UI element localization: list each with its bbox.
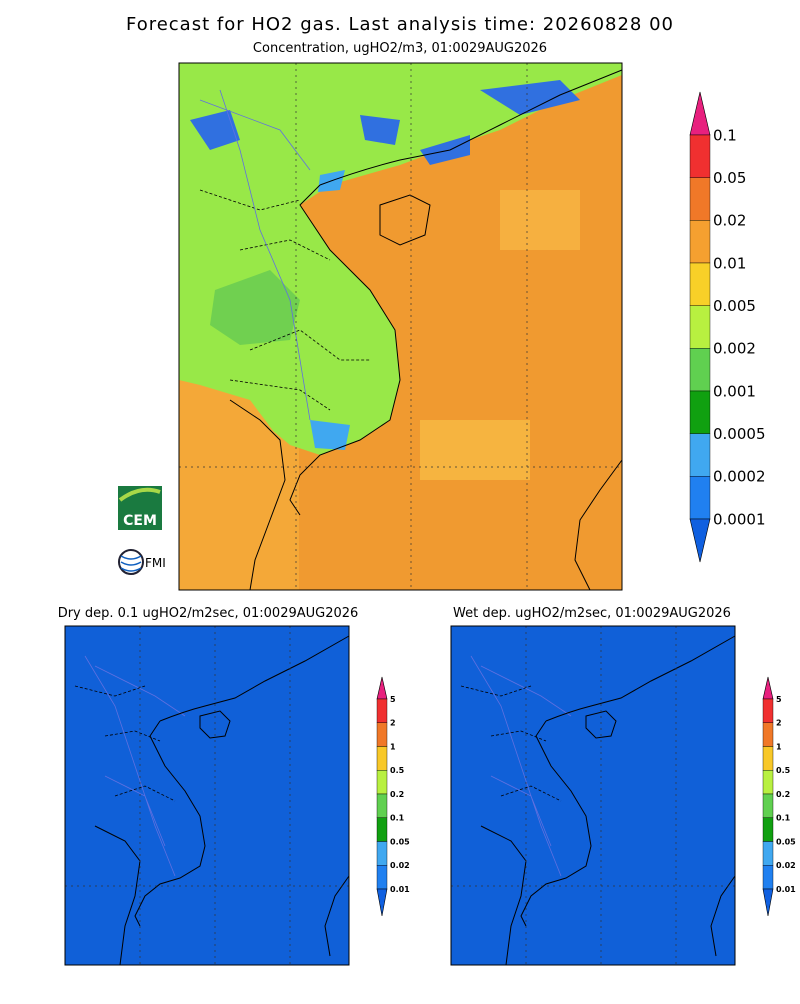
colorbar: 5 2 1 0.5 0.2 0.1 0.05 0.02 0.01 [376, 676, 410, 917]
colorbar-label: 0.05 [390, 837, 410, 846]
colorbar-segment [689, 134, 711, 178]
panel-title: Dry dep. 0.1 ugHO2/m2sec, 01:0029AUG2026 [58, 606, 359, 621]
border [460, 685, 562, 802]
colorbar: 5 2 1 0.5 0.2 0.1 0.05 0.02 0.01 [762, 676, 796, 917]
colorbar-segment [376, 865, 388, 890]
colorbar-label: 2 [776, 719, 782, 728]
colorbar-label: 0.02 [776, 861, 796, 870]
colorbar-label: 0.02 [713, 212, 746, 230]
colorbar-segment [376, 817, 388, 842]
main-subtitle: Concentration, ugHO2/m3, 01:0029AUG2026 [253, 41, 547, 56]
colorbar-label: 0.1 [390, 814, 405, 823]
colorbar-label: 0.5 [390, 766, 405, 775]
colorbar-segment [376, 770, 388, 795]
colorbar-segment [376, 746, 388, 771]
coastline [480, 825, 527, 966]
colorbar-segment [689, 476, 711, 520]
map-frame [64, 625, 350, 966]
colorbar-top [376, 676, 388, 700]
coastline [159, 635, 350, 722]
colorbar-segment [689, 390, 711, 434]
deposition-map [64, 625, 350, 966]
map-frame [450, 625, 736, 966]
river [84, 655, 186, 877]
coastline [545, 635, 736, 722]
panel-title: Wet dep. ugHO2/m2sec, 01:0029AUG2026 [453, 606, 731, 621]
colorbar-label: 0.2 [390, 790, 404, 799]
colorbar-label: 0.001 [713, 382, 756, 400]
main-map [178, 62, 623, 591]
colorbar-label: 5 [776, 695, 782, 704]
colorbar-segment [762, 793, 774, 818]
river [470, 655, 572, 877]
colorbar-label: 0.005 [713, 297, 756, 315]
logo-cem: CEM [118, 486, 162, 530]
colorbar-segment [762, 841, 774, 866]
colorbar-segment [376, 698, 388, 723]
logo-text: CEM [123, 513, 157, 529]
colorbar-segment [376, 722, 388, 747]
main-title: Forecast for HO2 gas. Last analysis time… [126, 14, 674, 35]
colorbar-label: 2 [390, 719, 396, 728]
coastline [199, 710, 231, 739]
colorbar-segment [762, 865, 774, 890]
colorbar-bottom [689, 518, 711, 563]
colorbar-top [762, 676, 774, 700]
colorbar-label: 0.0002 [713, 468, 766, 486]
colorbar-segment [762, 746, 774, 771]
coastline [585, 710, 617, 739]
colorbar-label: 0.01 [776, 885, 796, 894]
colorbar-segment [689, 348, 711, 392]
colorbar-label: 0.02 [390, 861, 410, 870]
colorbar-top [689, 91, 711, 136]
map-background [451, 626, 735, 965]
colorbar-segment [762, 817, 774, 842]
logo-fmi: FMI [118, 549, 166, 575]
colorbar-label: 0.1 [776, 814, 791, 823]
colorbar-label: 0.002 [713, 340, 756, 358]
colorbar-label: 0.05 [713, 169, 746, 187]
colorbar-label: 0.05 [776, 837, 796, 846]
border [74, 685, 176, 802]
colorbar-label: 5 [390, 695, 396, 704]
colorbar-segment [376, 841, 388, 866]
colorbar-label: 0.1 [713, 126, 737, 144]
coastline [134, 720, 206, 927]
colorbar-segment [376, 793, 388, 818]
colorbar-segment [689, 433, 711, 477]
map-background [65, 626, 349, 965]
colorbar-segment [762, 770, 774, 795]
colorbar-segment [762, 698, 774, 723]
colorbar-bottom [376, 888, 388, 917]
coastline [520, 720, 592, 927]
logo-text: FMI [145, 556, 166, 570]
colorbar-segment [762, 722, 774, 747]
coastline [94, 825, 141, 966]
colorbar-bottom [762, 888, 774, 917]
colorbar-label: 0.0005 [713, 425, 766, 443]
colorbar-segment [689, 305, 711, 349]
colorbar-segment [689, 177, 711, 221]
colorbar-label: 0.5 [776, 766, 791, 775]
colorbar-label: 0.0001 [713, 510, 766, 528]
colorbar-segment [689, 262, 711, 306]
colorbar-label: 1 [390, 742, 396, 751]
colorbar-label: 0.01 [390, 885, 410, 894]
colorbar: 0.1 0.05 0.02 0.01 0.005 0.002 0.001 0.0005 0.00… [689, 91, 766, 563]
colorbar-segment [689, 220, 711, 264]
colorbar-label: 0.01 [713, 254, 746, 272]
colorbar-label: 0.2 [776, 790, 790, 799]
colorbar-label: 1 [776, 742, 782, 751]
deposition-map [450, 625, 736, 966]
